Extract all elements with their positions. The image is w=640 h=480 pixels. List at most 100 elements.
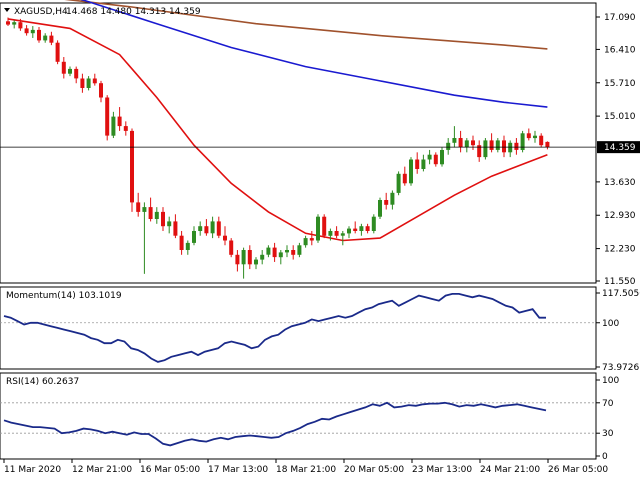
candle-body[interactable] [303, 238, 308, 246]
candle-body[interactable] [198, 226, 203, 231]
price-axis-label: 11.550 [604, 277, 636, 287]
candle-body[interactable] [359, 226, 364, 231]
candle-body[interactable] [297, 245, 302, 255]
candle-body[interactable] [123, 126, 128, 131]
candle-body[interactable] [18, 22, 23, 29]
candle-body[interactable] [37, 29, 41, 41]
candle-body[interactable] [334, 231, 339, 236]
candle-body[interactable] [12, 22, 17, 25]
rsi-panel[interactable] [0, 372, 597, 460]
price-axis-label: 17.090 [604, 13, 636, 23]
candle-body[interactable] [415, 159, 420, 170]
candle-body[interactable] [266, 247, 271, 255]
candle-body[interactable] [142, 207, 147, 212]
candle-body[interactable] [396, 173, 401, 193]
candle-body[interactable] [185, 242, 190, 250]
candle-body[interactable] [43, 35, 48, 41]
candle-body[interactable] [92, 78, 97, 84]
candle-body[interactable] [241, 250, 246, 265]
candle-body[interactable] [68, 68, 72, 74]
candle-body[interactable] [99, 83, 103, 98]
candle-body[interactable] [508, 142, 513, 153]
candle-body[interactable] [210, 221, 215, 234]
candle-body[interactable] [130, 130, 134, 203]
candle-body[interactable] [378, 200, 382, 217]
candle-body[interactable] [291, 250, 296, 255]
candle-body[interactable] [471, 140, 475, 146]
candle-body[interactable] [154, 211, 159, 219]
candle-body[interactable] [223, 235, 227, 241]
candle-body[interactable] [464, 140, 469, 148]
candle-body[interactable] [390, 192, 395, 205]
price-axis-label: 15.010 [604, 112, 636, 122]
time-axis-label: 17 Mar 13:00 [208, 465, 268, 475]
candle-body[interactable] [136, 202, 141, 212]
candle-body[interactable] [433, 154, 438, 165]
candle-body[interactable] [421, 159, 426, 170]
candle-body[interactable] [309, 238, 314, 241]
candle-body[interactable] [61, 61, 66, 74]
candle-body[interactable] [192, 231, 196, 243]
candle-body[interactable] [74, 68, 79, 79]
candle-body[interactable] [514, 142, 519, 150]
candle-body[interactable] [539, 135, 544, 146]
candle-body[interactable] [371, 216, 376, 231]
symbol-dropdown-icon[interactable] [4, 8, 10, 12]
candle-body[interactable] [502, 140, 506, 153]
candle-body[interactable] [229, 240, 234, 255]
candle-body[interactable] [545, 141, 550, 148]
candle-body[interactable] [235, 254, 240, 265]
candle-body[interactable] [6, 21, 10, 25]
candle-body[interactable] [86, 78, 91, 89]
candle-body[interactable] [105, 97, 110, 136]
candle-body[interactable] [458, 138, 463, 148]
candle-body[interactable] [161, 211, 165, 227]
candle-body[interactable] [24, 28, 29, 34]
candle-body[interactable] [204, 226, 209, 234]
candle-body[interactable] [55, 42, 60, 62]
candle-body[interactable] [533, 135, 537, 139]
candle-body[interactable] [80, 78, 85, 89]
candle-body[interactable] [353, 228, 358, 231]
candle-body[interactable] [247, 250, 252, 265]
price-axis-label: 12.230 [604, 245, 636, 255]
candle-body[interactable] [384, 200, 389, 205]
candle-body[interactable] [520, 133, 525, 150]
candle-body[interactable] [489, 140, 494, 150]
candle-body[interactable] [254, 259, 258, 265]
candle-body[interactable] [216, 221, 221, 236]
candle-body[interactable] [49, 35, 54, 43]
candle-body[interactable] [328, 231, 333, 236]
ma-fast-line [7, 18, 548, 242]
candle-body[interactable] [365, 226, 370, 231]
candle-body[interactable] [340, 233, 345, 236]
time-axis-label: 12 Mar 21:00 [72, 465, 132, 475]
momentum-axis-label: 73.9726 [602, 363, 639, 373]
candle-body[interactable] [427, 154, 432, 160]
candle-body[interactable] [148, 207, 153, 219]
candle-body[interactable] [446, 142, 451, 150]
candle-body[interactable] [440, 150, 444, 165]
candle-body[interactable] [111, 116, 116, 136]
candle-body[interactable] [316, 216, 320, 241]
candle-body[interactable] [272, 247, 277, 258]
candle-body[interactable] [173, 221, 178, 236]
candle-body[interactable] [477, 145, 482, 158]
candle-body[interactable] [30, 29, 35, 34]
candle-body[interactable] [167, 221, 172, 227]
candle-body[interactable] [285, 250, 289, 253]
candle-body[interactable] [260, 254, 265, 260]
candle-body[interactable] [526, 133, 531, 139]
candle-body[interactable] [179, 235, 184, 250]
candle-body[interactable] [409, 159, 413, 184]
candle-body[interactable] [452, 138, 457, 143]
candle-body[interactable] [322, 216, 327, 236]
candle-body[interactable] [402, 173, 407, 184]
candle-body[interactable] [483, 140, 488, 158]
candle-body[interactable] [495, 140, 500, 150]
chart-ohlc-label: 14.468 14.480 14.313 14.359 [66, 7, 201, 17]
candle-body[interactable] [117, 116, 122, 127]
candle-body[interactable] [347, 228, 351, 234]
candle-body[interactable] [278, 252, 283, 258]
